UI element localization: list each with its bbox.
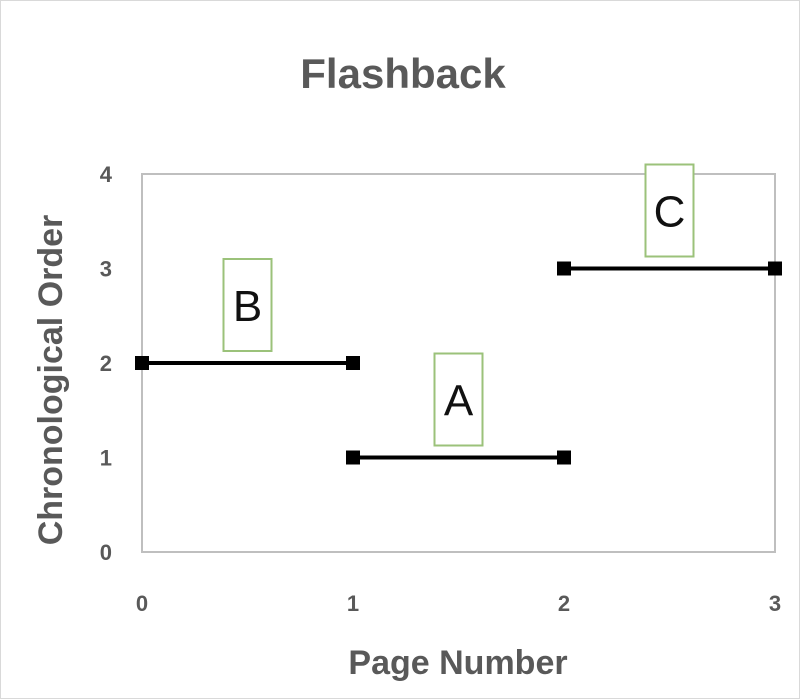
segment-label-box-a xyxy=(433,352,484,447)
marker-b-1 xyxy=(346,356,360,370)
x-tick-labels: 0 1 2 3 xyxy=(136,591,781,616)
x-axis-label: Page Number xyxy=(348,644,567,682)
y-tick-label-2: 2 xyxy=(100,351,112,376)
y-tick-label-0: 0 xyxy=(100,540,112,565)
y-axis-label: Chronological Order xyxy=(32,215,70,546)
x-tick-label-3: 3 xyxy=(769,591,781,616)
segment-label-box-b xyxy=(222,258,273,352)
segment-label-b: B xyxy=(233,282,262,331)
series-c: C xyxy=(557,163,782,276)
y-tick-labels: 0 1 2 3 4 xyxy=(100,162,113,565)
series-b: B xyxy=(135,258,360,370)
y-tick-label-1: 1 xyxy=(100,446,112,471)
chart-title: Flashback xyxy=(300,50,506,97)
segment-label-c: C xyxy=(654,188,686,237)
marker-a-0 xyxy=(346,450,360,465)
segment-label-box-c xyxy=(644,163,695,258)
x-tick-label-2: 2 xyxy=(558,591,570,616)
series-layer: B A C xyxy=(135,163,782,465)
marker-c-1 xyxy=(768,261,782,276)
marker-b-0 xyxy=(135,356,149,370)
segment-label-a: A xyxy=(444,377,474,426)
y-tick-label-3: 3 xyxy=(100,257,112,282)
y-tick-label-4: 4 xyxy=(100,162,113,187)
x-tick-label-1: 1 xyxy=(347,591,359,616)
marker-c-0 xyxy=(557,261,571,276)
series-a: A xyxy=(346,352,571,465)
marker-a-1 xyxy=(557,450,571,465)
x-tick-label-0: 0 xyxy=(136,591,148,616)
